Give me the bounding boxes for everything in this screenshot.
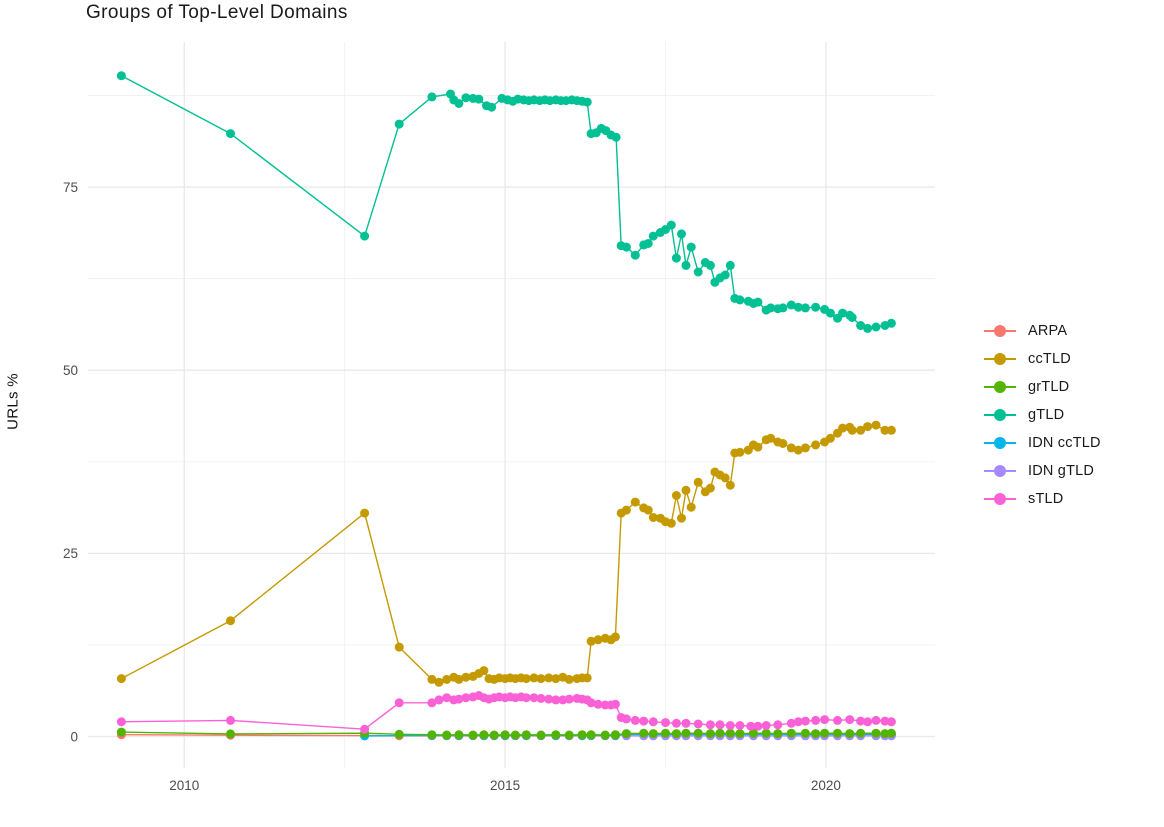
y-tick-label: 25 <box>63 546 78 561</box>
legend-label: grTLD <box>1028 379 1070 395</box>
legend-key-icon <box>984 381 1016 393</box>
y-tick-label: 0 <box>70 729 78 744</box>
legend-label: IDN gTLD <box>1028 463 1095 479</box>
legend-label: IDN ccTLD <box>1028 435 1101 451</box>
legend-label: ccTLD <box>1028 351 1071 367</box>
legend-item-idn-cctld: IDN ccTLD <box>984 429 1101 457</box>
series-stld <box>116 691 896 734</box>
y-tick-label: 50 <box>63 363 78 378</box>
legend-label: sTLD <box>1028 491 1064 507</box>
x-tick-label: 2015 <box>490 778 520 793</box>
legend-label: gTLD <box>1028 407 1065 423</box>
series-cctld <box>116 420 896 687</box>
y-tick-label: 75 <box>63 180 78 195</box>
series-grtld <box>116 727 896 740</box>
legend-item-stld: sTLD <box>984 485 1101 513</box>
grid-major <box>88 42 935 768</box>
legend-item-gtld: gTLD <box>984 401 1101 429</box>
x-tick-label: 2020 <box>811 778 841 793</box>
y-tick-labels: 0 25 50 75 <box>63 180 78 744</box>
legend-key-icon <box>984 409 1016 421</box>
legend-item-cctld: ccTLD <box>984 345 1101 373</box>
legend-key-icon <box>984 353 1016 365</box>
chart-title: Groups of Top-Level Domains <box>86 2 348 23</box>
legend-item-grtld: grTLD <box>984 373 1101 401</box>
series-gtld <box>116 71 896 333</box>
x-tick-label: 2010 <box>169 778 199 793</box>
legend-key-icon <box>984 325 1016 337</box>
legend-key-icon <box>984 465 1016 477</box>
legend-item-arpa: ARPA <box>984 317 1101 345</box>
legend-label: ARPA <box>1028 323 1068 339</box>
x-tick-labels: 2010 2015 2020 <box>169 778 841 793</box>
legend-key-icon <box>984 493 1016 505</box>
legend: ARPA ccTLD grTLD gTLD IDN ccTLD IDN gTLD sTLD <box>984 317 1101 513</box>
legend-key-icon <box>984 437 1016 449</box>
legend-item-idn-gtld: IDN gTLD <box>984 457 1101 485</box>
grid-minor <box>88 42 935 768</box>
